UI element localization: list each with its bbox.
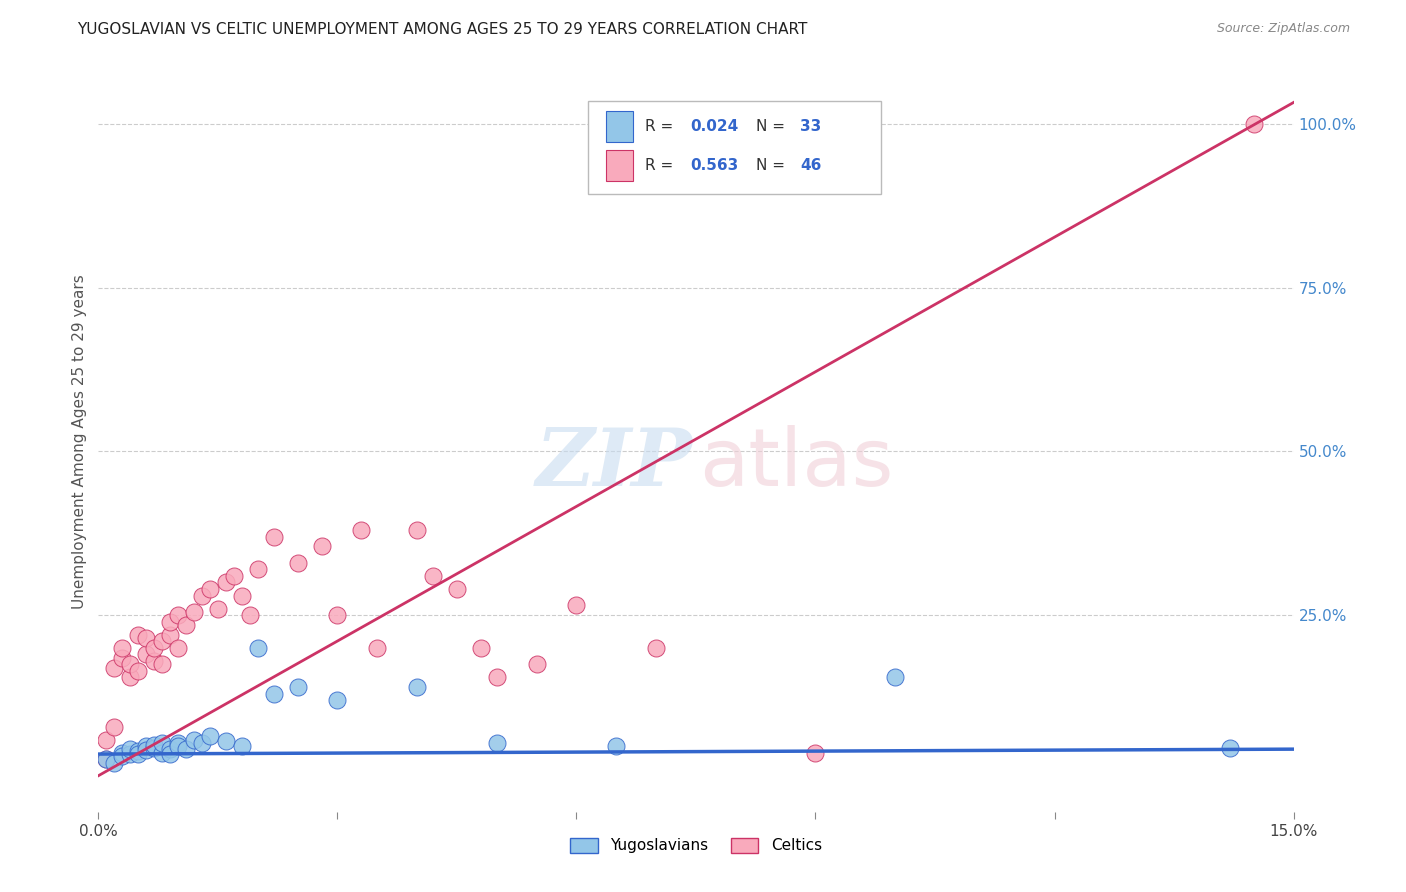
Point [406, 523, 429, 537]
Point [246, 562, 269, 576]
Text: ZIP: ZIP [536, 425, 692, 502]
Point [287, 680, 309, 694]
Point [150, 657, 173, 672]
Point [231, 589, 253, 603]
Point [127, 664, 149, 678]
Point [198, 730, 221, 744]
Text: N =: N = [756, 158, 790, 173]
Point [120, 670, 142, 684]
Point [120, 742, 142, 756]
Text: 0.024: 0.024 [690, 120, 738, 135]
Point [111, 640, 134, 655]
Point [135, 648, 157, 662]
Point [263, 687, 285, 701]
Point [167, 640, 190, 655]
Legend: Yugoslavians, Celtics: Yugoslavians, Celtics [564, 831, 828, 860]
Point [167, 736, 190, 750]
Point [326, 693, 349, 707]
Point [191, 589, 214, 603]
Text: R =: R = [644, 120, 678, 135]
Point [167, 608, 190, 623]
Point [111, 746, 134, 760]
Point [167, 739, 190, 754]
Point [207, 601, 229, 615]
Point [174, 618, 197, 632]
Point [111, 749, 134, 764]
Point [1243, 117, 1265, 131]
Point [103, 660, 125, 674]
Point [263, 530, 285, 544]
Point [406, 680, 429, 694]
Text: YUGOSLAVIAN VS CELTIC UNEMPLOYMENT AMONG AGES 25 TO 29 YEARS CORRELATION CHART: YUGOSLAVIAN VS CELTIC UNEMPLOYMENT AMONG… [77, 22, 807, 37]
Point [183, 605, 205, 619]
Point [485, 736, 508, 750]
Point [215, 734, 238, 748]
Point [127, 628, 149, 642]
Point [884, 670, 907, 684]
Text: Source: ZipAtlas.com: Source: ZipAtlas.com [1216, 22, 1350, 36]
Point [422, 569, 444, 583]
Point [1219, 741, 1241, 756]
Point [135, 631, 157, 645]
Point [605, 739, 627, 754]
Point [350, 523, 373, 537]
Point [143, 738, 166, 752]
Point [150, 746, 173, 760]
Point [239, 608, 262, 623]
Point [103, 756, 125, 770]
Point [174, 742, 197, 756]
Point [135, 743, 157, 757]
Point [96, 732, 118, 747]
Point [470, 640, 492, 655]
Point [127, 744, 149, 758]
Point [326, 608, 349, 623]
Point [143, 740, 166, 755]
Point [159, 747, 181, 761]
Point [645, 640, 668, 655]
Point [111, 650, 134, 665]
Point [198, 582, 221, 596]
Point [96, 752, 118, 766]
Point [120, 747, 142, 761]
Text: 46: 46 [800, 158, 821, 173]
Point [103, 720, 125, 734]
Point [191, 736, 214, 750]
Text: 0.563: 0.563 [690, 158, 738, 173]
Text: N =: N = [756, 120, 790, 135]
Point [565, 599, 588, 613]
Point [159, 742, 181, 756]
Point [143, 640, 166, 655]
Point [804, 746, 827, 760]
Point [215, 575, 238, 590]
Text: 33: 33 [800, 120, 821, 135]
Text: R =: R = [644, 158, 678, 173]
Text: atlas: atlas [700, 425, 894, 503]
Point [222, 569, 245, 583]
Point [143, 654, 166, 668]
Point [526, 657, 548, 672]
Point [150, 634, 173, 648]
Point [485, 670, 508, 684]
FancyBboxPatch shape [589, 101, 882, 194]
Point [183, 732, 205, 747]
Point [159, 628, 181, 642]
Point [135, 739, 157, 754]
Point [127, 747, 149, 761]
Point [287, 556, 309, 570]
Point [366, 640, 388, 655]
Point [231, 739, 253, 754]
Point [246, 640, 269, 655]
FancyBboxPatch shape [606, 112, 633, 143]
Y-axis label: Unemployment Among Ages 25 to 29 years: Unemployment Among Ages 25 to 29 years [72, 274, 87, 609]
Point [159, 615, 181, 629]
Point [446, 582, 468, 596]
Point [150, 736, 173, 750]
Point [96, 752, 118, 766]
Point [311, 540, 333, 554]
Point [120, 657, 142, 672]
FancyBboxPatch shape [606, 150, 633, 181]
